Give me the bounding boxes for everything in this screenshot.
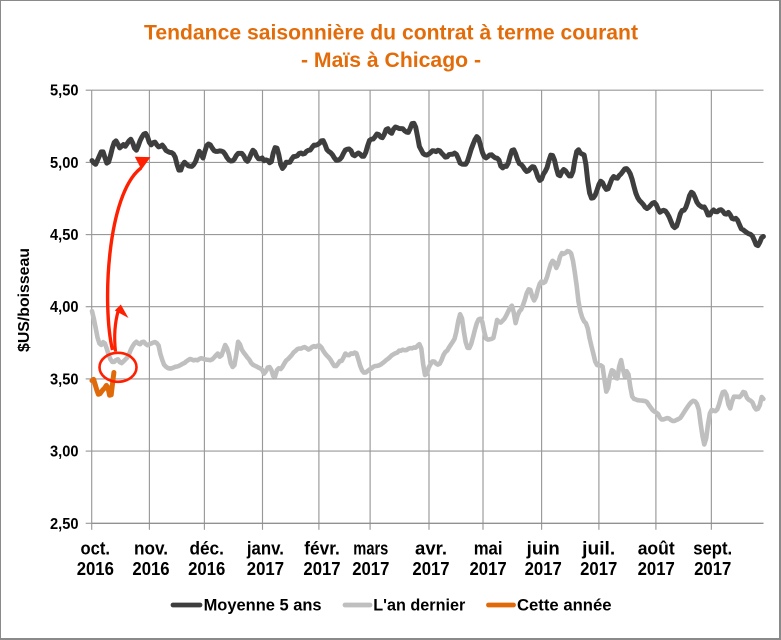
svg-text:mars: mars bbox=[353, 539, 388, 559]
svg-text:2,50: 2,50 bbox=[50, 516, 79, 533]
svg-text:août: août bbox=[638, 539, 675, 559]
svg-text:2017: 2017 bbox=[525, 559, 562, 579]
svg-text:2017: 2017 bbox=[247, 559, 284, 579]
svg-text:janv.: janv. bbox=[246, 539, 284, 559]
svg-text:févr.: févr. bbox=[304, 539, 340, 559]
svg-text:nov.: nov. bbox=[134, 539, 168, 559]
svg-text:L'an dernier: L'an dernier bbox=[373, 595, 465, 614]
svg-text:2016: 2016 bbox=[188, 559, 225, 579]
svg-text:2017: 2017 bbox=[694, 559, 731, 579]
svg-text:2017: 2017 bbox=[352, 559, 389, 579]
svg-text:avr.: avr. bbox=[415, 539, 447, 559]
svg-text:4,00: 4,00 bbox=[50, 299, 79, 316]
svg-text:$US/boisseau: $US/boisseau bbox=[16, 248, 33, 352]
svg-text:Moyenne 5 ans: Moyenne 5 ans bbox=[204, 595, 322, 614]
svg-text:2016: 2016 bbox=[77, 559, 114, 579]
svg-text:3,00: 3,00 bbox=[50, 444, 79, 461]
svg-text:3,50: 3,50 bbox=[50, 371, 79, 388]
svg-text:déc.: déc. bbox=[189, 539, 224, 559]
svg-text:2017: 2017 bbox=[303, 559, 340, 579]
svg-text:- Maïs à Chicago -: - Maïs à Chicago - bbox=[301, 49, 481, 72]
svg-text:oct.: oct. bbox=[81, 539, 111, 559]
svg-text:4,50: 4,50 bbox=[50, 227, 79, 244]
svg-text:Tendance saisonnière du contra: Tendance saisonnière du contrat à terme … bbox=[144, 22, 638, 45]
svg-text:2017: 2017 bbox=[470, 559, 507, 579]
svg-text:2017: 2017 bbox=[580, 559, 617, 579]
svg-text:2017: 2017 bbox=[638, 559, 675, 579]
svg-text:5,50: 5,50 bbox=[50, 83, 79, 100]
svg-text:juil.: juil. bbox=[581, 539, 615, 559]
svg-text:mai: mai bbox=[474, 539, 503, 559]
svg-text:juin: juin bbox=[526, 539, 560, 559]
svg-text:5,00: 5,00 bbox=[50, 155, 79, 172]
svg-text:2017: 2017 bbox=[412, 559, 449, 579]
svg-text:sept.: sept. bbox=[693, 539, 732, 559]
svg-text:2016: 2016 bbox=[132, 559, 169, 579]
svg-text:Cette année: Cette année bbox=[517, 595, 612, 614]
